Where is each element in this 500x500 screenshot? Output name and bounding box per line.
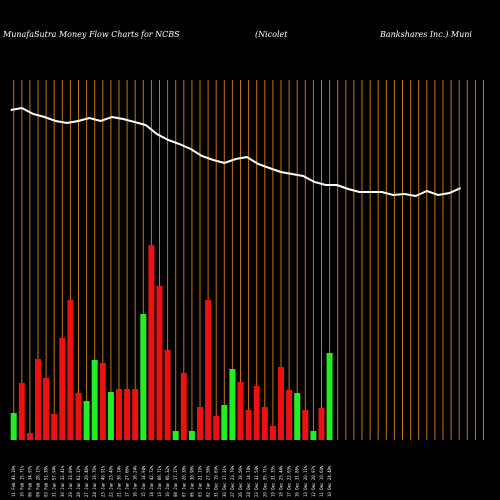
flow-bar [51,414,58,440]
x-tick-label: 16 Dec 31.88% [295,465,300,497]
x-tick-label: 18 Dec 25.44% [279,465,284,497]
flow-bar [253,386,260,440]
flow-bar [67,300,74,440]
x-tick-label: 20 Dec 95.71% [262,465,267,497]
x-tick-label: 26 Dec 18.56% [238,465,243,497]
flow-bar [83,401,90,440]
flow-bar [294,393,301,440]
x-tick-label: 06 Feb 34.97% [27,465,32,497]
x-tick-label: 13 Jan 88.71% [157,465,162,497]
x-tick-label: 04 Feb 28.17% [36,465,41,497]
x-tick-label: 21 Jan 30.14% [117,465,122,497]
x-tick-label: 07 Jan 20.38% [181,465,186,497]
flow-bar [326,353,333,440]
flow-bar [180,373,187,440]
x-tick-label: 13 Dec 20.11% [303,465,308,497]
flow-bar [75,393,82,440]
x-tick-label: 27 Jan 29.46% [84,465,89,497]
flow-bar [188,431,195,440]
chart-title-middle: (Nicolet [255,30,288,39]
flow-bar [269,426,276,440]
flow-bar [261,407,268,440]
flow-bar [35,359,41,440]
flow-bar [318,408,325,440]
flow-bar [278,367,284,440]
flow-bar [237,382,244,440]
x-tick-label: 29 Jan 33.89% [68,465,73,497]
x-tick-labels: 11 Feb 43.16% 10 Feb 15.71% 06 Feb 34.97% 0… [11,465,332,497]
chart-title-right: Bankshares Inc.) Muni [379,30,472,39]
x-tick-label: 24 Jan 19.76% [92,465,97,497]
x-tick-label: 17 Dec 22.03% [287,465,292,497]
x-tick-label: 24 Dec 14.74% [246,465,251,497]
flow-bar [302,410,309,440]
flow-bar [116,389,122,440]
price-line-layer [10,106,462,198]
flow-bar [245,410,252,440]
x-tick-label: 02 Jan 27.56% [206,465,211,497]
price-line [10,106,462,198]
x-tick-label: 17 Jan 27.66% [125,465,130,497]
flow-bar [107,392,114,440]
x-tick-label: 03 Feb 51.38% [44,465,49,497]
x-tick-label: 30 Dec 17.31% [222,465,227,497]
flow-bar [91,360,98,440]
x-tick-label: 23 Dec 32.54% [254,465,259,497]
flow-bar [10,413,17,440]
x-tick-label: 08 Jan 17.17% [173,465,178,497]
flow-bar [286,390,293,440]
flow-bar [156,286,163,440]
x-tick-label: 19 Dec 31.35% [270,465,275,497]
flow-bar [132,389,139,440]
flow-bar [140,314,147,440]
flow-bar [26,433,33,440]
x-tick-label: 30 Jan 32.41% [60,465,65,497]
x-tick-label: 31 Dec 19.69% [214,465,219,497]
flow-bar [18,383,25,440]
chart-title-left: MunafaSutra Money Flow Charts for NCBS [2,30,180,39]
flow-bar [172,431,179,440]
x-tick-label: 27 Dec 23.79% [230,465,235,497]
x-tick-label: 03 Jan 21.19% [198,465,203,497]
flow-bar [99,363,106,440]
x-tick-label: 06 Jan 30.98% [189,465,194,497]
flow-bar [229,369,236,440]
x-tick-label: 10 Feb 15.71% [19,465,24,497]
flow-bar [205,300,212,440]
x-tick-label: 14 Jan 42.72% [149,465,154,497]
flow-bar [221,405,228,440]
x-tick-label: 15 Jan 14.94% [141,465,146,497]
x-tick-label: 31 Jan 57.94% [52,465,57,497]
x-tick-label: 11 Dec 19.64% [319,465,324,497]
flow-bar [213,416,220,440]
flow-bar [59,338,66,440]
x-tick-label: 16 Jan 18.24% [133,465,138,497]
x-tick-label: 10 Jan 66.32% [165,465,170,497]
x-tick-label: 10 Dec 24.48% [327,465,332,497]
x-tick-label: 23 Jan 49.91% [100,465,105,497]
flow-bar [124,389,131,440]
flow-bar [310,431,317,440]
x-tick-label: 12 Dec 28.97% [311,465,316,497]
flow-bars [10,245,333,440]
x-tick-label: 28 Jan 62.17% [76,465,81,497]
x-tick-label: 11 Feb 43.16% [11,465,16,497]
flow-bar [164,350,171,440]
flow-bar [43,378,50,440]
x-tick-label: 22 Jan 23.40% [108,465,113,497]
flow-bar [148,245,155,440]
flow-bar [197,407,203,440]
